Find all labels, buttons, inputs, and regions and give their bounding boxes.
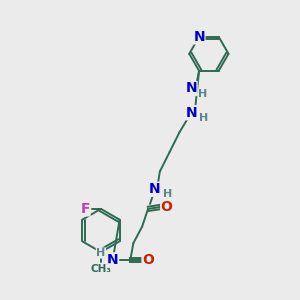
Text: CH₃: CH₃ (90, 264, 111, 274)
Text: H: H (163, 189, 172, 199)
Text: H: H (96, 248, 106, 258)
Text: F: F (80, 202, 90, 216)
Text: H: H (198, 89, 208, 99)
Text: N: N (193, 30, 205, 44)
Text: N: N (185, 106, 197, 120)
Text: N: N (185, 82, 197, 95)
Text: O: O (161, 200, 172, 214)
Text: O: O (142, 253, 154, 267)
Text: N: N (107, 253, 118, 267)
Text: H: H (200, 112, 208, 123)
Text: N: N (149, 182, 161, 196)
